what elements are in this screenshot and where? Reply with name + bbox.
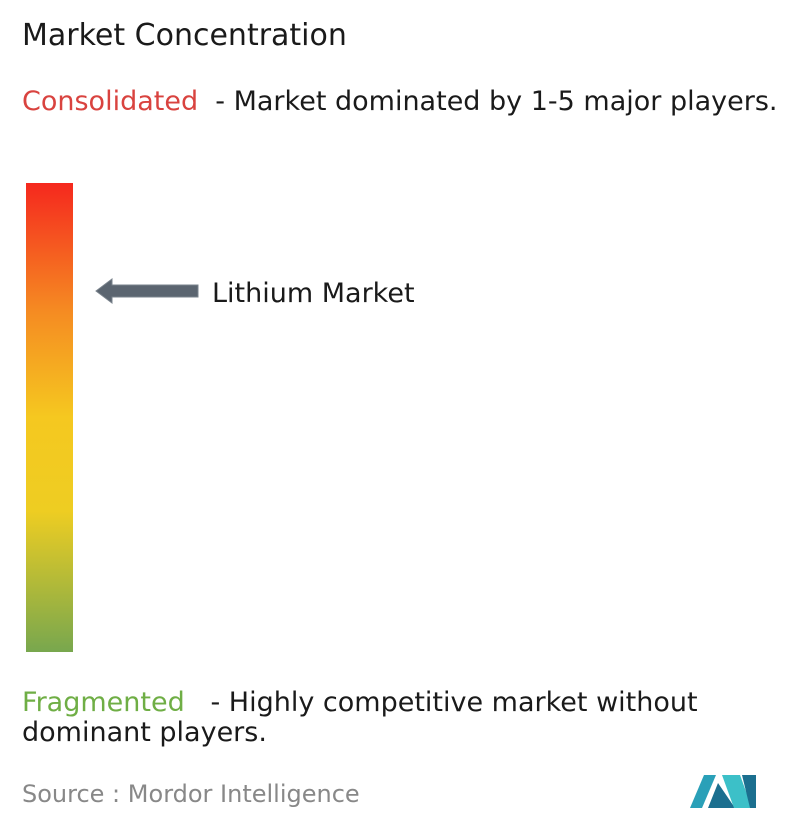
consolidated-description: - Market dominated by 1-5 major players. [215, 86, 778, 117]
concentration-bar [26, 183, 73, 652]
source-name: Mordor Intelligence [127, 780, 360, 808]
source-label: Source : [22, 780, 121, 808]
fragmented-description: - Highly competitive market without domi… [22, 687, 698, 748]
marker-label: Lithium Market [212, 278, 415, 309]
arrow [95, 278, 199, 304]
consolidated-label: Consolidated [22, 86, 199, 117]
consolidated-text: Consolidated - Market dominated by 1-5 m… [22, 87, 792, 117]
logo [690, 775, 756, 808]
fragmented-label: Fragmented [22, 687, 185, 718]
title: Market Concentration [22, 18, 347, 53]
fragmented-text: Fragmented - Highly competitive market w… [22, 688, 792, 748]
source: Source : Mordor Intelligence [22, 780, 360, 808]
